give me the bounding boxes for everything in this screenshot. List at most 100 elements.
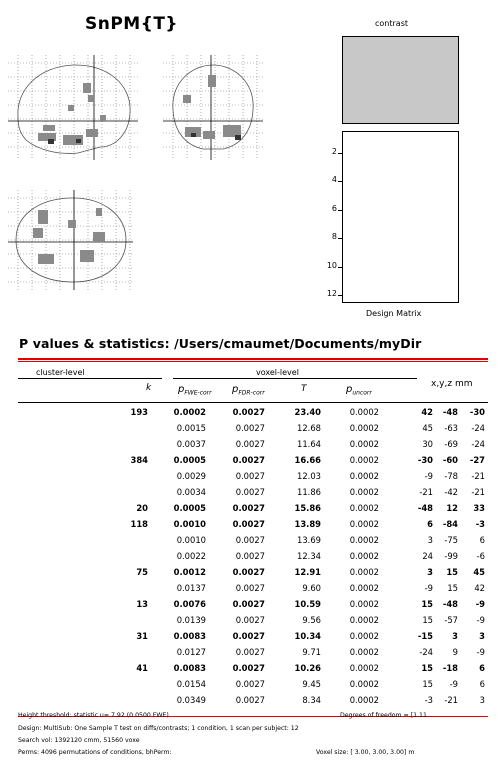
cell-T: 11.86 bbox=[297, 487, 321, 497]
cell-pfdr: 0.0027 bbox=[232, 663, 265, 673]
cell-puncorr: 0.0002 bbox=[349, 663, 379, 673]
cell-pfwe: 0.0010 bbox=[173, 519, 206, 529]
cell-z: -9 bbox=[476, 647, 485, 657]
height-threshold: Height threshold: statistic u= 7.92 (0.0… bbox=[18, 712, 169, 719]
cell-x: -3 bbox=[424, 695, 433, 705]
cell-pfwe: 0.0076 bbox=[173, 599, 206, 609]
cell-pfdr: 0.0027 bbox=[235, 647, 265, 657]
figure-title: SnPM{T} bbox=[85, 14, 179, 34]
header-voxel-level: voxel-level bbox=[256, 368, 299, 377]
cell-T: 9.45 bbox=[302, 679, 321, 689]
cell-z: -24 bbox=[471, 439, 485, 449]
cell-y: -78 bbox=[444, 471, 458, 481]
dm-tick-12: 12 bbox=[326, 289, 337, 298]
cell-z: -21 bbox=[471, 487, 485, 497]
cell-x: 15 bbox=[422, 615, 433, 625]
cell-puncorr: 0.0002 bbox=[349, 583, 379, 593]
cell-pfwe: 0.0349 bbox=[176, 695, 206, 705]
table-row: 118 0.0010 0.0027 13.89 0.0002 6 -84 -3 bbox=[18, 519, 488, 531]
cell-y: 12 bbox=[446, 503, 458, 513]
cell-T: 10.26 bbox=[294, 663, 322, 673]
dm-tick-8: 8 bbox=[331, 232, 337, 241]
dm-tick-10: 10 bbox=[326, 261, 337, 270]
cell-pfdr: 0.0027 bbox=[235, 551, 265, 561]
divider bbox=[18, 358, 488, 360]
cell-z: 6 bbox=[479, 535, 485, 545]
cell-x: 15 bbox=[421, 599, 433, 609]
cell-z: -27 bbox=[469, 455, 485, 465]
cell-puncorr: 0.0002 bbox=[349, 455, 379, 465]
cell-T: 23.40 bbox=[294, 407, 322, 417]
cell-x: 3 bbox=[427, 535, 433, 545]
header-xyz: x,y,z mm bbox=[431, 379, 473, 389]
cell-k: 384 bbox=[130, 455, 148, 465]
cell-T: 12.91 bbox=[294, 567, 322, 577]
header-punc-sub: uncorr bbox=[352, 389, 372, 397]
cell-pfwe: 0.0034 bbox=[176, 487, 206, 497]
cell-k: 75 bbox=[136, 567, 148, 577]
cell-y: 9 bbox=[452, 647, 458, 657]
header-pfdr: pFDR-corr bbox=[232, 384, 265, 397]
glass-brain-coronal bbox=[163, 55, 263, 160]
cell-y: -75 bbox=[444, 535, 458, 545]
cell-T: 9.71 bbox=[302, 647, 321, 657]
cell-pfdr: 0.0027 bbox=[232, 455, 265, 465]
cell-T: 9.60 bbox=[302, 583, 321, 593]
table-row: 0.0029 0.0027 12.03 0.0002 -9 -78 -21 bbox=[18, 471, 488, 483]
divider bbox=[18, 361, 488, 362]
header-pfwe: pFWE-corr bbox=[178, 384, 212, 397]
cell-puncorr: 0.0002 bbox=[349, 487, 379, 497]
cell-z: 3 bbox=[479, 631, 485, 641]
cell-T: 12.03 bbox=[297, 471, 321, 481]
cell-pfdr: 0.0027 bbox=[232, 407, 265, 417]
cell-T: 12.34 bbox=[297, 551, 321, 561]
cell-pfdr: 0.0027 bbox=[235, 695, 265, 705]
table-row: 75 0.0012 0.0027 12.91 0.0002 3 15 45 bbox=[18, 567, 488, 579]
cell-pfdr: 0.0027 bbox=[235, 535, 265, 545]
cell-x: 30 bbox=[422, 439, 433, 449]
dm-tickmark bbox=[338, 267, 343, 268]
cell-x: 15 bbox=[421, 663, 433, 673]
design-matrix-label: Design Matrix bbox=[366, 309, 422, 318]
cell-x: -48 bbox=[417, 503, 433, 513]
header-pfwe-p: p bbox=[178, 384, 185, 395]
cell-puncorr: 0.0002 bbox=[349, 567, 379, 577]
cell-z: -3 bbox=[475, 519, 485, 529]
cell-x: -9 bbox=[424, 471, 433, 481]
cell-puncorr: 0.0002 bbox=[349, 471, 379, 481]
cell-puncorr: 0.0002 bbox=[349, 423, 379, 433]
header-pfwe-sub: FWE-corr bbox=[184, 389, 212, 397]
cell-T: 10.34 bbox=[294, 631, 322, 641]
table-row: 0.0037 0.0027 11.64 0.0002 30 -69 -24 bbox=[18, 439, 488, 451]
stats-heading: P values & statistics: /Users/cmaumet/Do… bbox=[19, 336, 422, 351]
cell-z: -21 bbox=[471, 471, 485, 481]
cell-y: -57 bbox=[444, 615, 458, 625]
table-row: 20 0.0005 0.0027 15.86 0.0002 -48 12 33 bbox=[18, 503, 488, 515]
divider bbox=[18, 402, 488, 403]
dm-tickmark bbox=[338, 210, 343, 211]
cell-x: 15 bbox=[422, 679, 433, 689]
dm-tickmark bbox=[338, 181, 343, 182]
header-punc-p: p bbox=[346, 384, 353, 395]
cell-z: 3 bbox=[479, 695, 485, 705]
divider bbox=[18, 716, 488, 717]
cell-puncorr: 0.0002 bbox=[349, 647, 379, 657]
cell-z: 42 bbox=[474, 583, 485, 593]
cell-y: -84 bbox=[442, 519, 458, 529]
table-row: 0.0127 0.0027 9.71 0.0002 -24 9 -9 bbox=[18, 647, 488, 659]
table-row: 0.0349 0.0027 8.34 0.0002 -3 -21 3 bbox=[18, 695, 488, 707]
cell-y: -48 bbox=[442, 599, 458, 609]
cell-pfdr: 0.0027 bbox=[232, 503, 265, 513]
cell-x: -15 bbox=[417, 631, 433, 641]
cell-x: 42 bbox=[421, 407, 433, 417]
cell-pfdr: 0.0027 bbox=[232, 631, 265, 641]
cell-puncorr: 0.0002 bbox=[349, 599, 379, 609]
header-k: k bbox=[146, 383, 152, 393]
cell-pfwe: 0.0137 bbox=[176, 583, 206, 593]
cell-y: -60 bbox=[442, 455, 458, 465]
cell-pfdr: 0.0027 bbox=[232, 599, 265, 609]
cell-puncorr: 0.0002 bbox=[349, 519, 379, 529]
cell-x: -30 bbox=[417, 455, 433, 465]
cell-z: -24 bbox=[471, 423, 485, 433]
cell-y: -69 bbox=[444, 439, 458, 449]
